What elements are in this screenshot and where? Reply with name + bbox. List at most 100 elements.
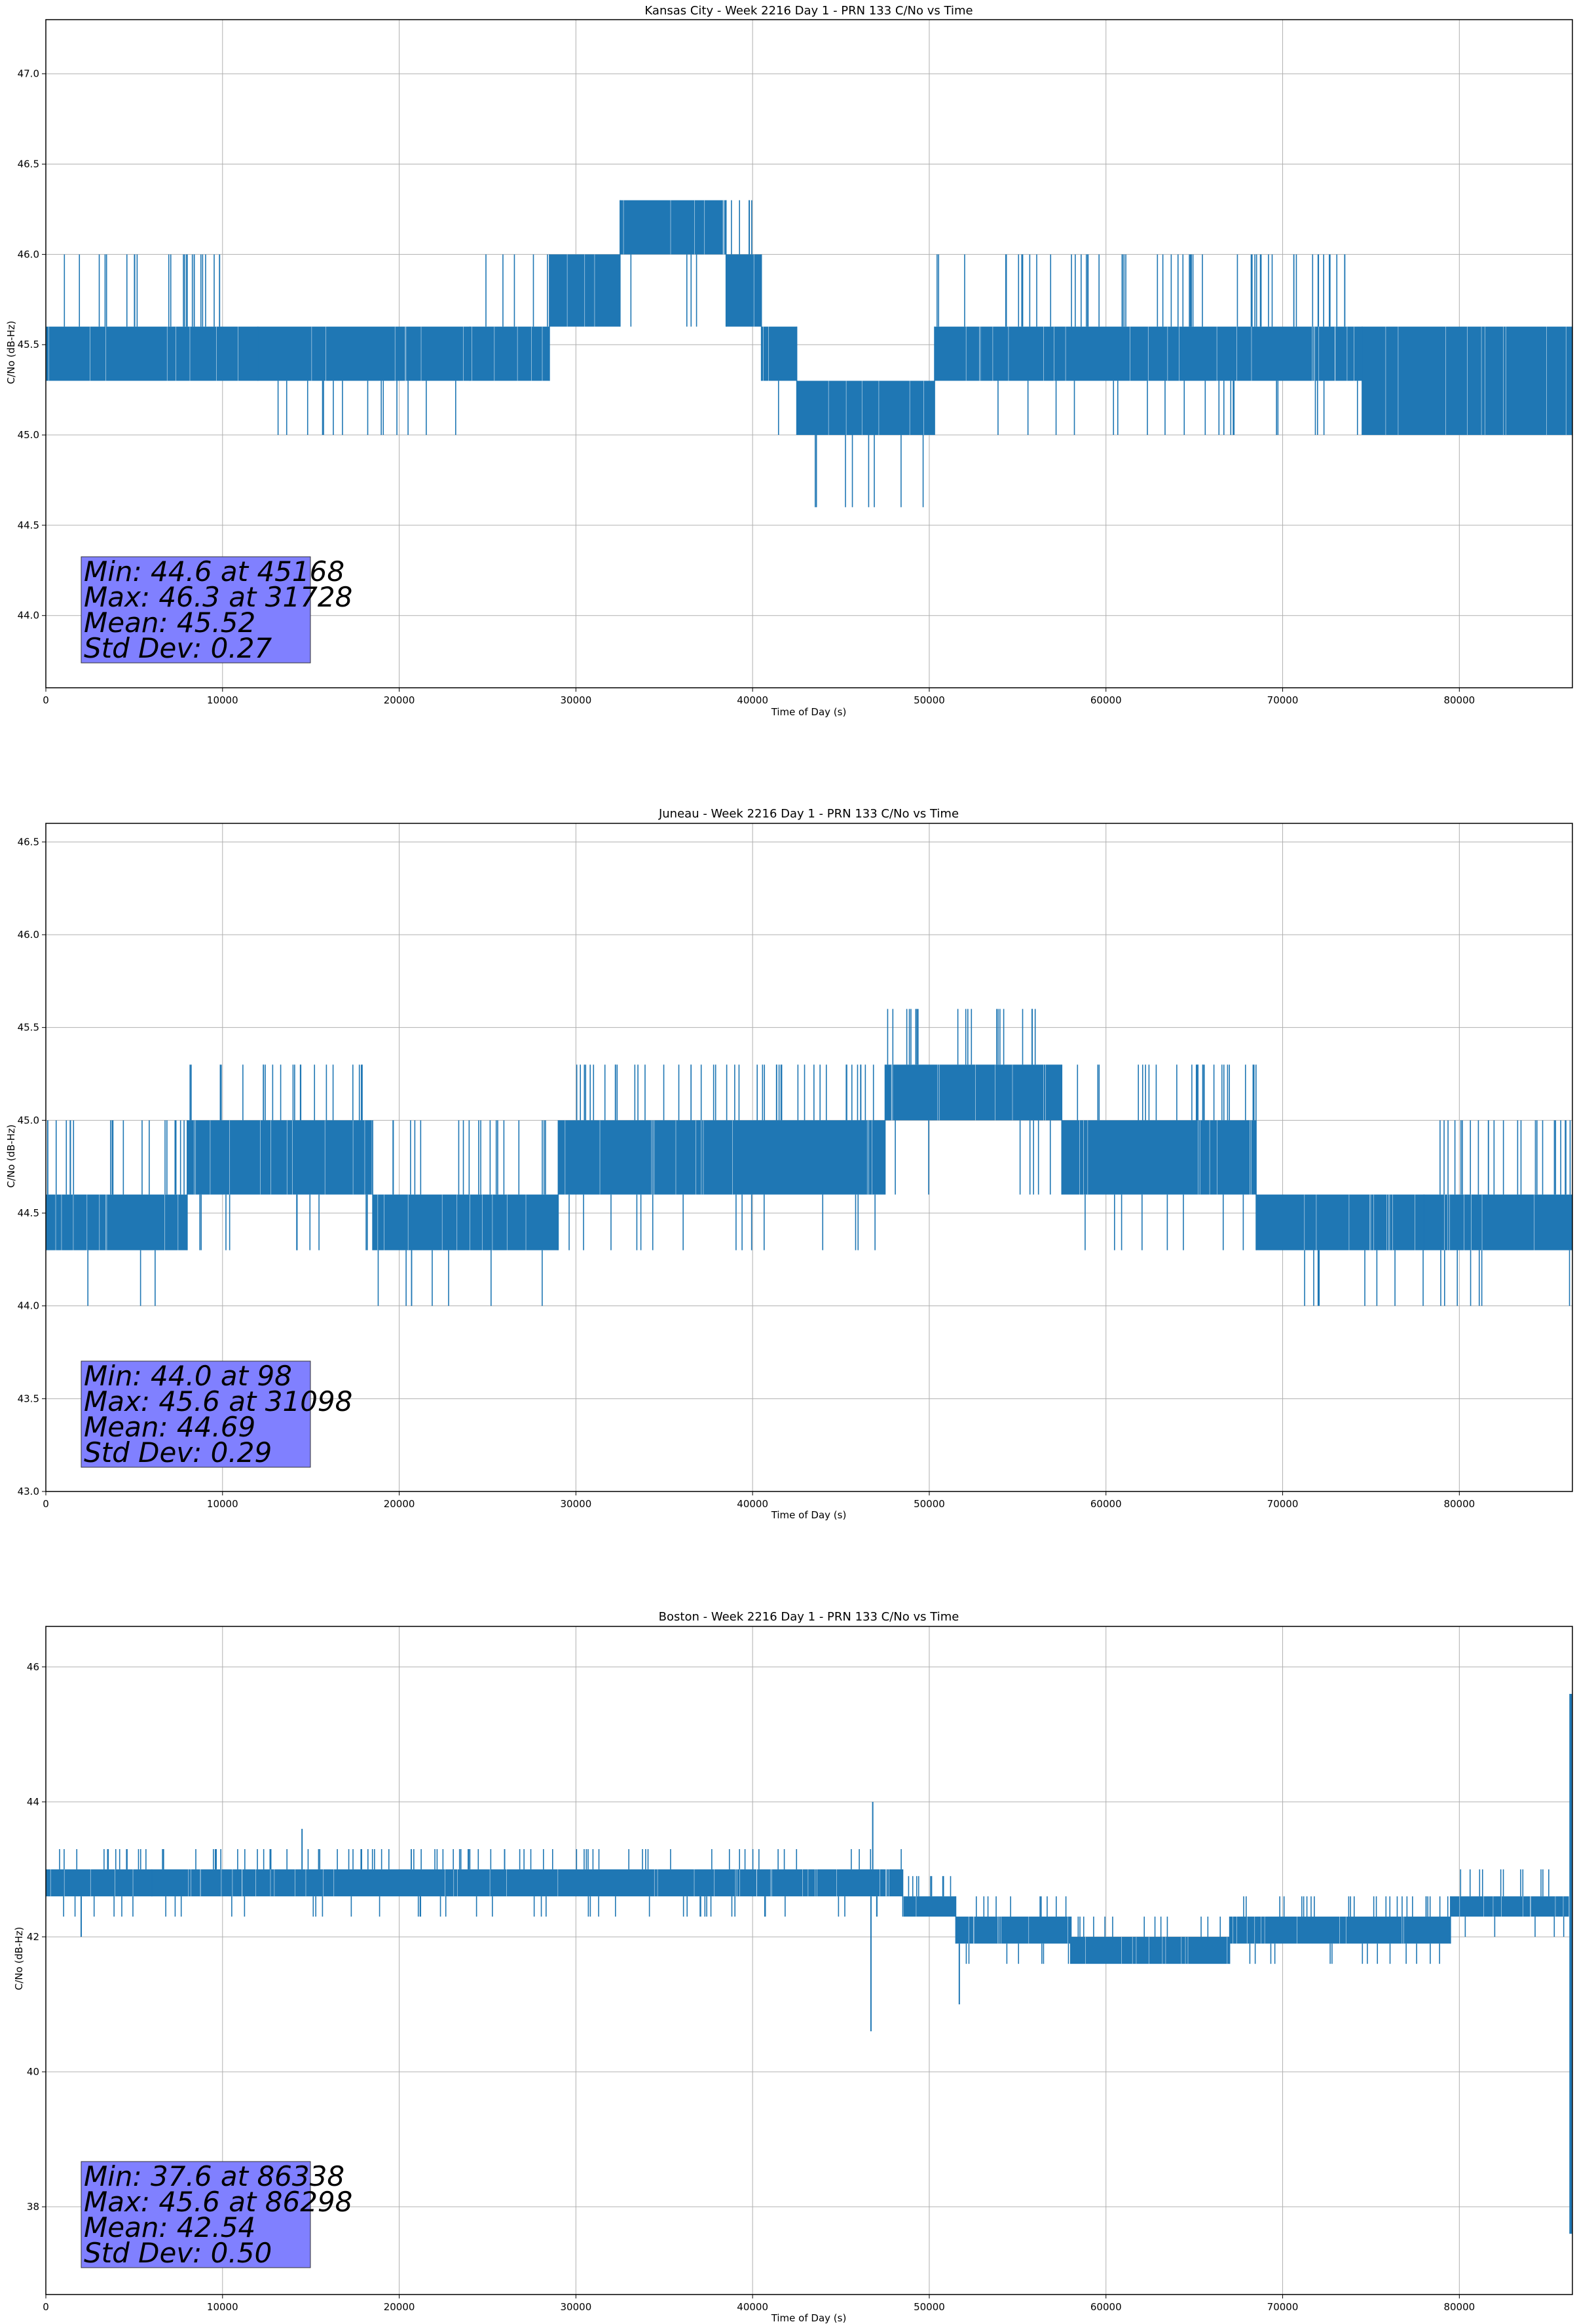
x-tick-label: 30000 — [561, 694, 592, 706]
stats-max: Max: 45.6 at 31098 — [84, 1385, 352, 1417]
x-tick-label: 60000 — [1090, 694, 1122, 706]
stats-min: Min: 44.6 at 45168 — [84, 555, 344, 588]
stats-mean: Mean: 45.52 — [84, 607, 255, 639]
x-tick-label: 10000 — [207, 1498, 238, 1510]
axis-ticks: 0 10000 20000 30000 40000 50000 60000 70000 8000… — [27, 1661, 1475, 2313]
y-tick-label: 43.5 — [18, 1393, 39, 1404]
x-tick-label: 20000 — [384, 694, 415, 706]
stats-mean: Mean: 42.54 — [84, 2211, 255, 2243]
data-band — [752, 1869, 903, 1897]
stats-min: Min: 44.0 at 98 — [84, 1360, 292, 1392]
x-axis-label: Time of Day (s) — [771, 2312, 847, 2324]
x-tick-label: 0 — [43, 2301, 49, 2313]
x-axis-label: Time of Day (s) — [771, 706, 847, 718]
y-tick-label: 44 — [27, 1796, 39, 1808]
data-band — [1450, 1896, 1569, 1917]
x-tick-label: 70000 — [1267, 694, 1299, 706]
stats-mean: Mean: 44.69 — [84, 1411, 255, 1443]
axis-ticks: 0 10000 20000 30000 40000 50000 60000 70000 8000… — [18, 68, 1475, 706]
y-tick-label: 46 — [27, 1661, 39, 1673]
x-tick-label: 0 — [43, 1498, 49, 1510]
y-tick-label: 46.5 — [18, 159, 39, 170]
stats-box: Min: 44.0 at 98 Max: 45.6 at 31098 Mean:… — [81, 1360, 352, 1469]
y-tick-label: 44.0 — [18, 610, 39, 622]
data-band — [726, 254, 762, 327]
stats-min: Min: 37.6 at 86338 — [84, 2160, 344, 2192]
stats-box: Min: 44.6 at 45168 Max: 46.3 at 31728 Me… — [81, 555, 352, 664]
data-band — [257, 326, 470, 381]
plot-frame — [45, 1626, 1573, 2295]
y-tick-label: 46.0 — [18, 248, 39, 260]
y-tick-label: 44.0 — [18, 1300, 39, 1312]
data-band — [796, 381, 935, 436]
x-tick-label: 20000 — [384, 2301, 415, 2313]
stats-std: Std Dev: 0.27 — [84, 632, 272, 664]
y-tick-label: 44.5 — [18, 1207, 39, 1219]
x-tick-label: 30000 — [561, 1498, 592, 1510]
data-band — [1256, 1194, 1424, 1250]
cno-series — [46, 1009, 1572, 1306]
data-band — [373, 1194, 559, 1250]
plot-frame — [45, 823, 1573, 1492]
data-band — [902, 1896, 956, 1917]
x-tick-label: 40000 — [737, 694, 768, 706]
x-tick-label: 50000 — [914, 1498, 945, 1510]
x-tick-label: 80000 — [1443, 2301, 1475, 2313]
y-tick-label: 45.5 — [18, 1022, 39, 1034]
x-tick-label: 30000 — [561, 2301, 592, 2313]
y-axis-label: C/No (dB-Hz) — [5, 321, 17, 384]
x-tick-label: 50000 — [914, 694, 945, 706]
y-tick-label: 47.0 — [18, 68, 39, 80]
juneau-chart: Juneau - Week 2216 Day 1 - PRN 133 C/No … — [5, 807, 1573, 1521]
data-end-spike — [1569, 1694, 1572, 2234]
x-tick-label: 20000 — [384, 1498, 415, 1510]
stats-max: Max: 46.3 at 31728 — [84, 581, 352, 613]
data-band — [46, 1194, 187, 1250]
data-band — [955, 1917, 1071, 1944]
y-tick-label: 45.0 — [18, 1114, 39, 1126]
cno-series — [46, 200, 1572, 508]
x-tick-label: 40000 — [737, 1498, 768, 1510]
axis-ticks: 0 10000 20000 30000 40000 50000 60000 70000 8000… — [18, 836, 1475, 1510]
data-band — [470, 326, 549, 381]
stats-std: Std Dev: 0.50 — [84, 2237, 272, 2269]
data-band — [46, 1869, 152, 1897]
y-tick-label: 40 — [27, 2066, 39, 2078]
x-tick-label: 80000 — [1443, 1498, 1475, 1510]
y-tick-label: 44.5 — [18, 519, 39, 531]
stats-max: Max: 45.6 at 86298 — [84, 2186, 352, 2218]
x-tick-label: 70000 — [1267, 2301, 1299, 2313]
data-band — [620, 200, 726, 255]
plot-frame — [45, 19, 1573, 688]
data-band — [1070, 1936, 1230, 1964]
y-tick-label: 38 — [27, 2201, 39, 2213]
x-tick-label: 0 — [43, 694, 49, 706]
y-tick-label: 45.0 — [18, 429, 39, 441]
y-tick-label: 46.5 — [18, 836, 39, 848]
x-tick-label: 60000 — [1090, 2301, 1122, 2313]
x-tick-label: 10000 — [207, 694, 238, 706]
cno-series — [46, 1694, 1572, 2234]
x-tick-label: 50000 — [914, 2301, 945, 2313]
x-tick-label: 80000 — [1443, 694, 1475, 706]
y-axis-label: C/No (dB-Hz) — [13, 1927, 25, 1991]
data-band — [151, 1869, 753, 1897]
y-tick-label: 46.0 — [18, 929, 39, 941]
data-band — [46, 326, 258, 381]
chart-title: Kansas City - Week 2216 Day 1 - PRN 133 … — [644, 4, 973, 18]
y-axis-label: C/No (dB-Hz) — [5, 1125, 17, 1188]
x-tick-label: 40000 — [737, 2301, 768, 2313]
y-tick-label: 42 — [27, 1931, 39, 1943]
data-band — [885, 1064, 1062, 1121]
data-band — [187, 1120, 373, 1195]
data-band — [1229, 1917, 1451, 1944]
y-tick-label: 43.0 — [18, 1486, 39, 1497]
x-tick-label: 10000 — [207, 2301, 238, 2313]
x-tick-label: 60000 — [1090, 1498, 1122, 1510]
chart-title: Boston - Week 2216 Day 1 - PRN 133 C/No … — [659, 1610, 959, 1624]
data-band — [1062, 1120, 1257, 1195]
stats-box: Min: 37.6 at 86338 Max: 45.6 at 86298 Me… — [81, 2160, 352, 2269]
kansas-city-chart: Kansas City - Week 2216 Day 1 - PRN 133 … — [5, 4, 1573, 718]
y-tick-label: 45.5 — [18, 339, 39, 350]
